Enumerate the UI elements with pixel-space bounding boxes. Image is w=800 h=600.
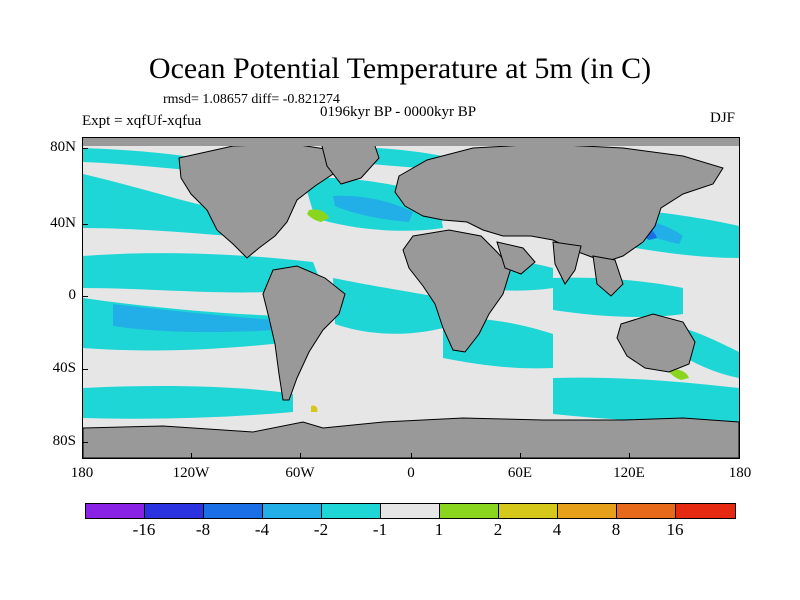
- lon-label-60e: 60E: [507, 465, 533, 481]
- colorbar-label-7: 4: [552, 520, 562, 539]
- colorbar-label-2: -4: [254, 520, 270, 539]
- colorbar-swatch-0: [86, 504, 145, 518]
- africa: [402, 229, 512, 353]
- colorbar-swatch-2: [204, 504, 263, 518]
- map-canvas: [83, 138, 739, 458]
- lon-label-180w: 180: [70, 465, 94, 481]
- arctic-land-strip: [83, 138, 739, 146]
- experiment-label: Expt = xqfUf-xqfua: [82, 113, 202, 129]
- colorbar-label-1: -8: [195, 520, 211, 539]
- colorbar-label-9: 16: [666, 520, 684, 539]
- land-masses: [83, 139, 739, 458]
- southeast-asia: [592, 255, 624, 297]
- india: [552, 241, 582, 285]
- colorbar-label-8: 8: [611, 520, 621, 539]
- map-title: Ocean Potential Temperature at 5m (in C): [148, 52, 652, 85]
- arabia: [496, 241, 536, 275]
- colorbar-label-0: -16: [132, 520, 156, 539]
- lat-label-40s: 40S: [52, 360, 76, 376]
- lon-tick: [300, 453, 301, 459]
- colorbar-label-4: -1: [372, 520, 388, 539]
- lon-label-180e: 180: [728, 465, 752, 481]
- colorbar-swatch-9: [617, 504, 676, 518]
- lat-tick: [82, 369, 88, 370]
- lat-label-0: 0: [68, 287, 77, 303]
- map-panel: [82, 137, 740, 459]
- colorbar: [85, 503, 736, 519]
- lon-tick: [191, 453, 192, 459]
- colorbar-swatch-7: [499, 504, 558, 518]
- colorbar-swatch-5: [381, 504, 440, 518]
- lon-label-60w: 60W: [285, 465, 315, 481]
- season-label: DJF: [710, 110, 736, 126]
- lon-label-120w: 120W: [172, 465, 210, 481]
- colorbar-swatch-6: [440, 504, 499, 518]
- lat-label-80s: 80S: [52, 433, 76, 449]
- eurasia: [394, 143, 724, 263]
- colorbar-swatch-4: [322, 504, 381, 518]
- lon-label-120e: 120E: [613, 465, 645, 481]
- lon-tick: [629, 453, 630, 459]
- colorbar-label-6: 2: [493, 520, 503, 539]
- lat-label-80n: 80N: [50, 139, 76, 155]
- statistics-label: rmsd= 1.08657 diff= -0.821274: [163, 92, 340, 107]
- colorbar-swatch-8: [558, 504, 617, 518]
- lat-label-40n: 40N: [50, 215, 76, 231]
- warming-regions: [277, 209, 689, 412]
- south-america: [262, 265, 346, 401]
- lat-tick: [82, 148, 88, 149]
- lat-tick: [82, 296, 88, 297]
- lon-tick: [520, 453, 521, 459]
- period-label: 0196kyr BP - 0000kyr BP: [320, 104, 477, 120]
- lat-tick: [82, 442, 88, 443]
- australia: [616, 313, 696, 373]
- lat-tick: [82, 224, 88, 225]
- colorbar-swatch-10: [676, 504, 735, 518]
- lon-tick: [411, 453, 412, 459]
- antarctica: [83, 417, 739, 458]
- lon-label-0: 0: [407, 465, 415, 481]
- colorbar-label-3: -2: [313, 520, 329, 539]
- colorbar-swatch-3: [263, 504, 322, 518]
- colorbar-swatch-1: [145, 504, 204, 518]
- colorbar-label-5: 1: [434, 520, 444, 539]
